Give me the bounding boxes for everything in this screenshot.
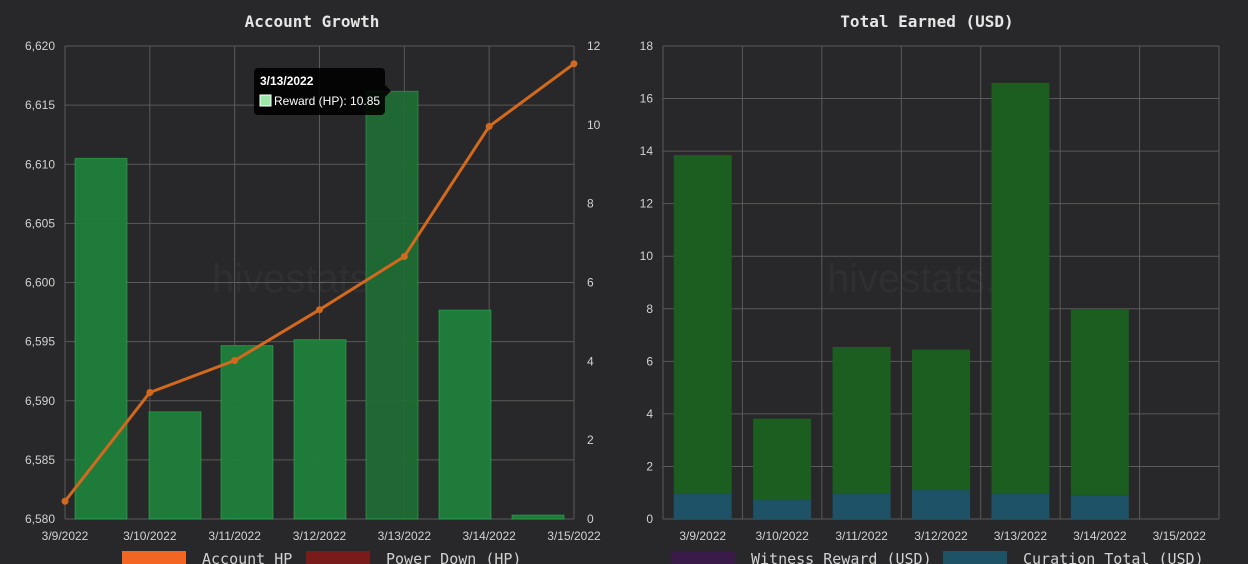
account-hp-point[interactable] <box>485 122 493 130</box>
total-earned-legend[interactable]: Witness Reward (USD) Curation Total (USD) <box>671 550 1204 564</box>
tooltip-label: Reward (HP): 10.85 <box>274 94 380 108</box>
account-hp-point[interactable] <box>570 60 578 68</box>
legend-swatch-curation-total-usd[interactable] <box>943 551 1007 564</box>
x-tick-label: 3/12/2022 <box>914 529 968 543</box>
total-earned-title: Total Earned (USD) <box>840 12 1013 31</box>
x-tick-label: 3/15/2022 <box>1153 529 1207 543</box>
legend-label-power-down-hp[interactable]: Power Down (HP) <box>386 550 521 564</box>
y-tick-label: 2 <box>646 459 653 473</box>
y-tick-label: 4 <box>646 407 653 421</box>
account-growth-legend[interactable]: Account HP Power Down (HP) <box>122 550 521 564</box>
legend-swatch-account-hp[interactable] <box>122 551 186 564</box>
y-tick-label: 0 <box>646 512 653 526</box>
account-growth-title: Account Growth <box>245 12 380 31</box>
y-left-tick-label: 6,580 <box>25 512 55 526</box>
x-tick-label: 3/12/2022 <box>293 529 347 543</box>
reward-hp-axis-ticks: 0 2 4 6 8 10 12 <box>587 39 601 526</box>
x-tick-label: 3/14/2022 <box>462 529 516 543</box>
legend-label-witness-reward-usd[interactable]: Witness Reward (USD) <box>751 550 932 564</box>
x-tick-label: 3/11/2022 <box>208 529 261 543</box>
author-total-usd-bar[interactable] <box>753 418 812 501</box>
x-tick-label: 3/10/2022 <box>755 529 809 543</box>
x-tick-label: 3/15/2022 <box>547 529 601 543</box>
curation-total-usd-bar[interactable] <box>912 490 970 519</box>
y-left-tick-label: 6,620 <box>25 39 55 53</box>
account-hp-point[interactable] <box>316 306 323 314</box>
account-growth-chart: Account Growth hivestats.io 6,5806,5856,… <box>25 12 601 564</box>
reward-hp-bar[interactable] <box>74 157 128 520</box>
account-hp-point[interactable] <box>61 497 69 505</box>
x-tick-label: 3/11/2022 <box>835 529 888 543</box>
tooltip-title: 3/13/2022 <box>260 74 314 88</box>
account-hp-line[interactable] <box>61 60 578 505</box>
x-tick-label: 3/13/2022 <box>994 529 1048 543</box>
y-tick-label: 16 <box>640 92 654 106</box>
author-total-usd-bar[interactable] <box>1070 309 1129 496</box>
y-left-tick-label: 6,595 <box>25 335 55 349</box>
account-hp-point[interactable] <box>231 357 239 365</box>
tooltip-swatch <box>259 94 272 107</box>
reward-hp-bar[interactable] <box>293 339 347 520</box>
y-left-tick-label: 6,610 <box>25 157 55 171</box>
author-total-usd-bar[interactable] <box>912 349 970 491</box>
y-right-tick-label: 6 <box>587 276 594 290</box>
y-right-tick-label: 0 <box>587 512 594 526</box>
total-earned-x-ticks: 3/9/2022 3/10/2022 3/11/2022 3/12/2022 3/13/… <box>679 529 1206 543</box>
reward-hp-bar[interactable] <box>220 345 274 520</box>
legend-swatch-power-down-hp[interactable] <box>306 551 370 564</box>
x-tick-label: 3/10/2022 <box>123 529 177 543</box>
chart-tooltip: 3/13/2022 Reward (HP): 10.85 <box>254 68 391 115</box>
reward-hp-bar[interactable] <box>148 411 202 520</box>
account-hp-point[interactable] <box>146 388 154 396</box>
reward-hp-bar[interactable] <box>365 90 419 520</box>
x-tick-label: 3/9/2022 <box>679 529 726 543</box>
y-left-tick-label: 6,600 <box>25 276 55 290</box>
reward-hp-bar[interactable] <box>438 309 492 520</box>
legend-label-account-hp[interactable]: Account HP <box>202 550 292 564</box>
curation-total-usd-bar[interactable] <box>991 494 1050 519</box>
total-earned-chart: Total Earned (USD) hivestats.io 02468101… <box>640 12 1220 564</box>
x-tick-label: 3/9/2022 <box>42 529 89 543</box>
y-left-tick-label: 6,605 <box>25 216 55 230</box>
x-tick-label: 3/13/2022 <box>378 529 432 543</box>
account-hp-point[interactable] <box>400 252 408 260</box>
y-right-tick-label: 10 <box>587 118 601 132</box>
y-tick-label: 18 <box>640 39 654 53</box>
y-left-tick-label: 6,585 <box>25 453 55 467</box>
author-total-usd-bar[interactable] <box>991 82 1050 495</box>
curation-total-usd-bar[interactable] <box>832 494 891 519</box>
legend-swatch-witness-reward-usd[interactable] <box>671 551 735 564</box>
reward-hp-bars[interactable] <box>74 90 565 520</box>
y-tick-label: 8 <box>646 302 653 316</box>
curation-total-usd-bar[interactable] <box>673 494 732 519</box>
y-right-tick-label: 12 <box>587 39 601 53</box>
y-tick-label: 6 <box>646 354 653 368</box>
reward-hp-bar[interactable] <box>511 514 565 520</box>
account-hp-axis-ticks: 6,580 6,585 6,590 6,595 6,600 6,605 6,610 6,615… <box>25 39 55 526</box>
y-tick-label: 10 <box>640 249 654 263</box>
y-right-tick-label: 2 <box>587 433 594 447</box>
tooltip-caret <box>385 85 391 97</box>
curation-total-usd-bar[interactable] <box>1070 495 1129 519</box>
y-left-tick-label: 6,590 <box>25 394 55 408</box>
y-right-tick-label: 4 <box>587 354 594 368</box>
usd-axis-ticks: 0 2 4 6 8 10 12 14 16 18 <box>640 39 654 526</box>
y-tick-label: 12 <box>640 197 654 211</box>
x-tick-label: 3/14/2022 <box>1073 529 1127 543</box>
legend-label-curation-total-usd[interactable]: Curation Total (USD) <box>1023 550 1204 564</box>
author-total-usd-bar[interactable] <box>673 155 732 495</box>
curation-total-usd-bar[interactable] <box>753 500 812 519</box>
earned-stacked-bars[interactable] <box>673 82 1129 519</box>
y-tick-label: 14 <box>640 144 654 158</box>
tooltip-background <box>254 68 385 115</box>
account-growth-x-ticks: 3/9/2022 3/10/2022 3/11/2022 3/12/2022 3/13/… <box>42 529 601 543</box>
y-left-tick-label: 6,615 <box>25 98 55 112</box>
y-right-tick-label: 8 <box>587 197 594 211</box>
author-total-usd-bar[interactable] <box>832 346 891 495</box>
